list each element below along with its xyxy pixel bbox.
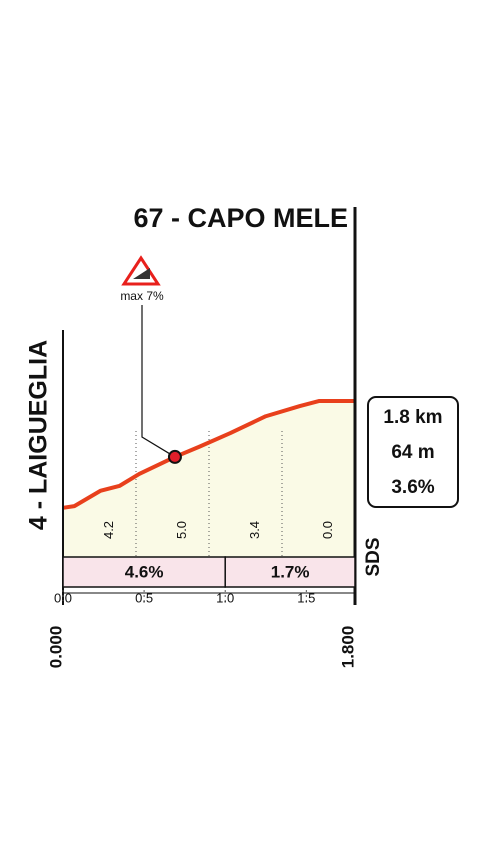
gradient-band (62, 556, 226, 588)
gradient-label: 3.4 (247, 521, 262, 539)
x-tick-label: 0.5 (135, 590, 153, 605)
start-label: 4 - LAIGUEGLIA (25, 340, 53, 530)
summary-length: 1.8 km (383, 407, 442, 428)
gradient-band (224, 556, 356, 588)
band-label: 4.6% (125, 562, 164, 581)
max-leader (141, 305, 176, 458)
gradient-label: 0.0 (320, 521, 335, 539)
x-tick-label: 0.0 (54, 590, 72, 605)
brand-logo: SDS (363, 537, 384, 576)
gradient-label: 4.2 (101, 521, 116, 539)
band-label: 1.7% (271, 562, 310, 581)
summary-gain: 64 m (391, 442, 434, 463)
x-tick-label: 1.0 (216, 590, 234, 605)
max-label: max 7% (120, 289, 164, 303)
chart-title: 67 - CAPO MELE (133, 203, 348, 233)
gradient-label: 5.0 (174, 521, 189, 539)
end-distance: 1.800 (338, 626, 357, 669)
max-gradient-icon (121, 255, 161, 286)
max-marker (167, 449, 182, 464)
x-tick-label: 1.5 (297, 590, 315, 605)
start-distance: 0.000 (46, 626, 65, 669)
max-gradient-icon-slope (133, 268, 150, 279)
profile-line (62, 398, 355, 510)
summary-gradient: 3.6% (391, 477, 434, 498)
summary-box (367, 396, 459, 508)
